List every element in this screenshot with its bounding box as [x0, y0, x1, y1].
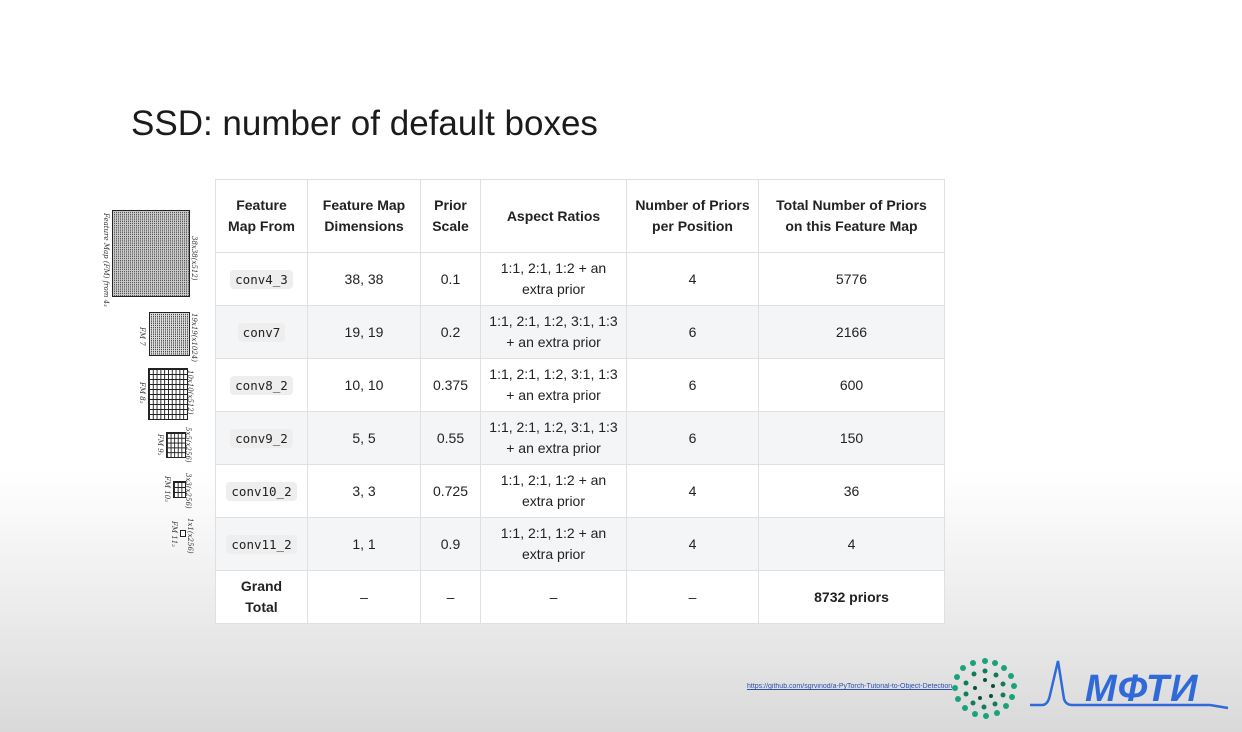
feature-map-38	[112, 210, 190, 297]
scale-cell: –	[420, 570, 481, 624]
table-row: conv11_2 1, 1 0.9 1:1, 2:1, 1:2 + an ext…	[215, 517, 945, 571]
grand-total-row: Grand Total – – – – 8732 priors	[215, 570, 945, 624]
feature-map-size-label: 19x19(x1024)	[190, 313, 198, 362]
feature-map-label: FM 8₂	[138, 382, 146, 404]
priors-per-position-cell: 4	[626, 464, 759, 518]
feature-map-1	[180, 530, 186, 537]
feature-map-size-label: 3x3(x256)	[184, 473, 192, 509]
mipt-logo-text: МФТИ	[1085, 668, 1199, 710]
priors-per-position-cell: 6	[626, 305, 759, 359]
mipt-logo-wave-icon	[1030, 660, 1229, 710]
dims-cell: –	[307, 570, 421, 624]
feature-map-label: FM 11₂	[170, 521, 178, 547]
feature-map-label: Feature Map (FM) from 4₃	[102, 213, 110, 307]
table-row: conv4_3 38, 38 0.1 1:1, 2:1, 1:2 + an ex…	[215, 252, 945, 306]
mipt-logo-emblem	[952, 658, 1017, 719]
ratios-cell: 1:1, 2:1, 1:2 + an extra prior	[480, 252, 627, 306]
column-header: Prior Scale	[420, 179, 481, 253]
column-header: Feature Map From	[215, 179, 308, 253]
grand-total-label: Grand Total	[215, 570, 308, 624]
dims-cell: 1, 1	[307, 517, 421, 571]
table-row: conv7 19, 19 0.2 1:1, 2:1, 1:2, 3:1, 1:3…	[215, 305, 945, 359]
layer-name: conv10_2	[226, 481, 297, 501]
scale-cell: 0.55	[420, 411, 481, 465]
ratios-cell: 1:1, 2:1, 1:2 + an extra prior	[480, 517, 627, 571]
total-priors-cell: 4	[758, 517, 945, 571]
scale-cell: 0.2	[420, 305, 481, 359]
table-row: conv9_2 5, 5 0.55 1:1, 2:1, 1:2, 3:1, 1:…	[215, 411, 945, 465]
layer-name: conv8_2	[230, 375, 293, 395]
table-row: conv10_2 3, 3 0.725 1:1, 2:1, 1:2 + an e…	[215, 464, 945, 518]
dims-cell: 3, 3	[307, 464, 421, 518]
total-priors-cell: 600	[758, 358, 945, 412]
priors-per-position-cell: 4	[626, 517, 759, 571]
feature-map-10	[148, 368, 188, 420]
table-header-row: Feature Map From Feature Map Dimensions …	[215, 179, 945, 253]
column-header: Feature Map Dimensions	[307, 179, 421, 253]
feature-map-size-label: 38x38(x512)	[190, 236, 198, 281]
source-link[interactable]: https://github.com/sgrvinod/a-PyTorch-Tu…	[747, 683, 952, 690]
scale-cell: 0.9	[420, 517, 481, 571]
feature-map-3	[173, 481, 186, 498]
column-header: Aspect Ratios	[480, 179, 627, 253]
feature-map-size-label: 10x10(x512)	[186, 370, 194, 415]
grand-total-value: 8732 priors	[758, 570, 945, 624]
default-boxes-table: Feature Map From Feature Map Dimensions …	[215, 179, 945, 624]
dims-cell: 10, 10	[307, 358, 421, 412]
dims-cell: 38, 38	[307, 252, 421, 306]
dims-cell: 19, 19	[307, 305, 421, 359]
ratios-cell: 1:1, 2:1, 1:2 + an extra prior	[480, 464, 627, 518]
column-header: Total Number of Priors on this Feature M…	[758, 179, 945, 253]
total-priors-cell: 36	[758, 464, 945, 518]
priors-per-position-cell: 4	[626, 252, 759, 306]
feature-map-size-label: 1x1(x256)	[186, 518, 194, 554]
feature-map-label: FM 9₂	[156, 434, 164, 456]
total-priors-cell: 2166	[758, 305, 945, 359]
table-row: conv8_2 10, 10 0.375 1:1, 2:1, 1:2, 3:1,…	[215, 358, 945, 412]
total-priors-cell: 150	[758, 411, 945, 465]
ratios-cell: 1:1, 2:1, 1:2, 3:1, 1:3 + an extra prior	[480, 305, 627, 359]
feature-map-19	[149, 312, 190, 356]
total-priors-cell: 5776	[758, 252, 945, 306]
priors-per-position-cell: 6	[626, 358, 759, 412]
ratios-cell: 1:1, 2:1, 1:2, 3:1, 1:3 + an extra prior	[480, 411, 627, 465]
ratios-cell: 1:1, 2:1, 1:2, 3:1, 1:3 + an extra prior	[480, 358, 627, 412]
layer-name: conv11_2	[226, 534, 297, 554]
layer-name: conv9_2	[230, 428, 293, 448]
ratios-cell: –	[480, 570, 627, 624]
priors-per-position-cell: 6	[626, 411, 759, 465]
column-header: Number of Priors per Position	[626, 179, 759, 253]
priors-per-position-cell: –	[626, 570, 759, 624]
dims-cell: 5, 5	[307, 411, 421, 465]
scale-cell: 0.725	[420, 464, 481, 518]
feature-map-label: FM 7	[138, 327, 146, 346]
scale-cell: 0.375	[420, 358, 481, 412]
feature-map-5	[166, 432, 186, 458]
layer-name: conv7	[237, 322, 286, 342]
scale-cell: 0.1	[420, 252, 481, 306]
slide-title: SSD: number of default boxes	[131, 104, 598, 143]
layer-name: conv4_3	[230, 269, 293, 289]
feature-map-size-label: 5x5(x256)	[184, 427, 192, 463]
feature-map-label: FM 10₂	[163, 476, 171, 502]
